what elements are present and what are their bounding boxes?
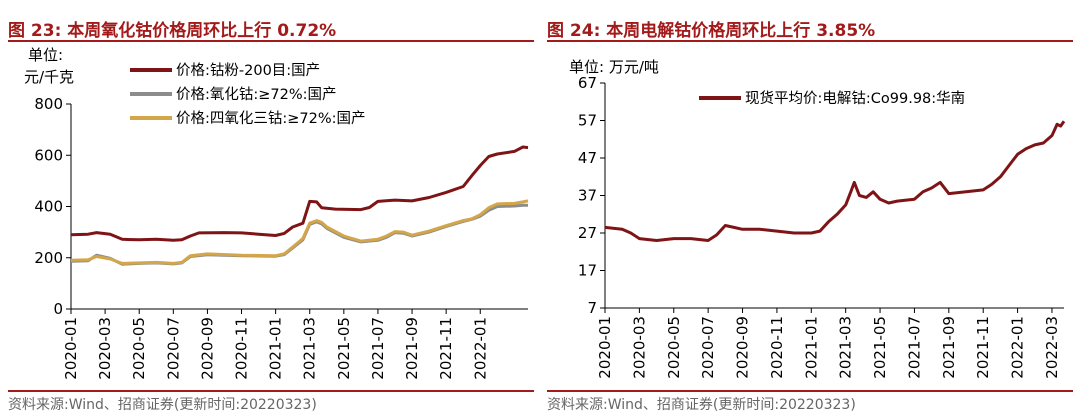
x-tick-label: 2021-09 — [403, 317, 421, 380]
y-tick-label: 37 — [578, 187, 597, 205]
line-chart-cobalt-oxide: 0 200 400 600 800 2020-01 2020-03 2020-05 2020-0… — [34, 62, 529, 380]
y-tick-label: 47 — [578, 149, 597, 167]
legend-label: 价格:四氧化三钴:≥72%:国产 — [176, 110, 366, 127]
y-tick-label: 200 — [34, 249, 63, 267]
x-tick-label: 2022-01 — [471, 317, 489, 380]
y-tick-label: 800 — [34, 95, 63, 113]
x-tick-label: 2021-01 — [802, 316, 820, 379]
x-tick-label: 2021-07 — [905, 316, 923, 379]
source-divider — [8, 390, 534, 392]
title-divider — [547, 40, 1073, 42]
title-divider — [8, 40, 534, 42]
x-tick-label: 2020-05 — [130, 317, 148, 380]
x-tick-label: 2020-01 — [62, 317, 80, 380]
chart-panel-cobalt-oxide: 图 23: 本周氧化钴价格周环比上行 0.72% 单位: 元/千克 0 200 40… — [8, 0, 538, 417]
x-tick-label: 2020-07 — [164, 317, 182, 380]
y-tick-label: 400 — [34, 198, 63, 216]
legend-label: 现货平均价:电解钴:Co99.98:华南 — [745, 90, 965, 107]
y-tick-label: 57 — [578, 112, 597, 130]
y-tick-label: 7 — [587, 299, 597, 317]
series-line — [70, 199, 529, 265]
x-tick-label: 2022-01 — [1009, 316, 1027, 379]
chart-title: 图 23: 本周氧化钴价格周环比上行 0.72% — [8, 21, 337, 41]
x-tick-label: 2020-11 — [768, 316, 786, 379]
x-tick-label: 2020-09 — [734, 316, 752, 379]
unit-label: 单位: 万元/吨 — [569, 58, 659, 76]
line-chart-electrolytic-cobalt: 7 17 27 37 47 57 67 2020-01 2020-03 2020-05 2020-0… — [578, 74, 1066, 379]
x-tick-label: 2021-11 — [437, 317, 455, 380]
x-tick-label: 2020-01 — [596, 316, 614, 379]
x-tick-label: 2021-03 — [837, 316, 855, 379]
unit-label-line1: 单位: — [28, 46, 64, 64]
x-tick-label: 2021-11 — [974, 316, 992, 379]
x-tick-label: 2021-03 — [301, 317, 319, 380]
series-line — [70, 203, 528, 266]
source-divider — [547, 390, 1073, 392]
x-tick-label: 2021-05 — [871, 316, 889, 379]
source-note: 资料来源:Wind、招商证券(更新时间:20220323) — [8, 397, 317, 413]
x-tick-label: 2021-09 — [940, 316, 958, 379]
source-note: 资料来源:Wind、招商证券(更新时间:20220323) — [547, 397, 856, 413]
x-tick-label: 2022-03 — [1043, 316, 1061, 379]
x-tick-label: 2020-03 — [96, 317, 114, 380]
x-tick-label: 2020-05 — [665, 316, 683, 379]
series-line — [604, 120, 1066, 242]
y-tick-label: 17 — [578, 262, 597, 280]
x-tick-label: 2021-05 — [335, 317, 353, 380]
chart-title: 图 24: 本周电解钴价格周环比上行 3.85% — [547, 21, 876, 41]
unit-label-line2: 元/千克 — [24, 68, 75, 86]
y-tick-label: 67 — [578, 74, 597, 92]
y-tick-label: 27 — [578, 224, 597, 242]
x-tick-label: 2021-01 — [267, 317, 285, 380]
x-tick-label: 2020-11 — [233, 317, 251, 380]
chart-panel-electrolytic-cobalt: 图 24: 本周电解钴价格周环比上行 3.85% 单位: 万元/吨 7 17 27 3… — [547, 0, 1077, 417]
series-line — [70, 145, 529, 242]
legend-label: 价格:钴粉-200目:国产 — [176, 62, 320, 79]
x-tick-label: 2020-09 — [198, 317, 216, 380]
y-tick-label: 0 — [53, 300, 63, 318]
x-tick-label: 2020-03 — [630, 316, 648, 379]
y-tick-label: 600 — [34, 146, 63, 164]
x-tick-label: 2021-07 — [369, 317, 387, 380]
x-tick-label: 2020-07 — [699, 316, 717, 379]
legend-label: 价格:氧化钴:≥72%:国产 — [176, 86, 337, 103]
